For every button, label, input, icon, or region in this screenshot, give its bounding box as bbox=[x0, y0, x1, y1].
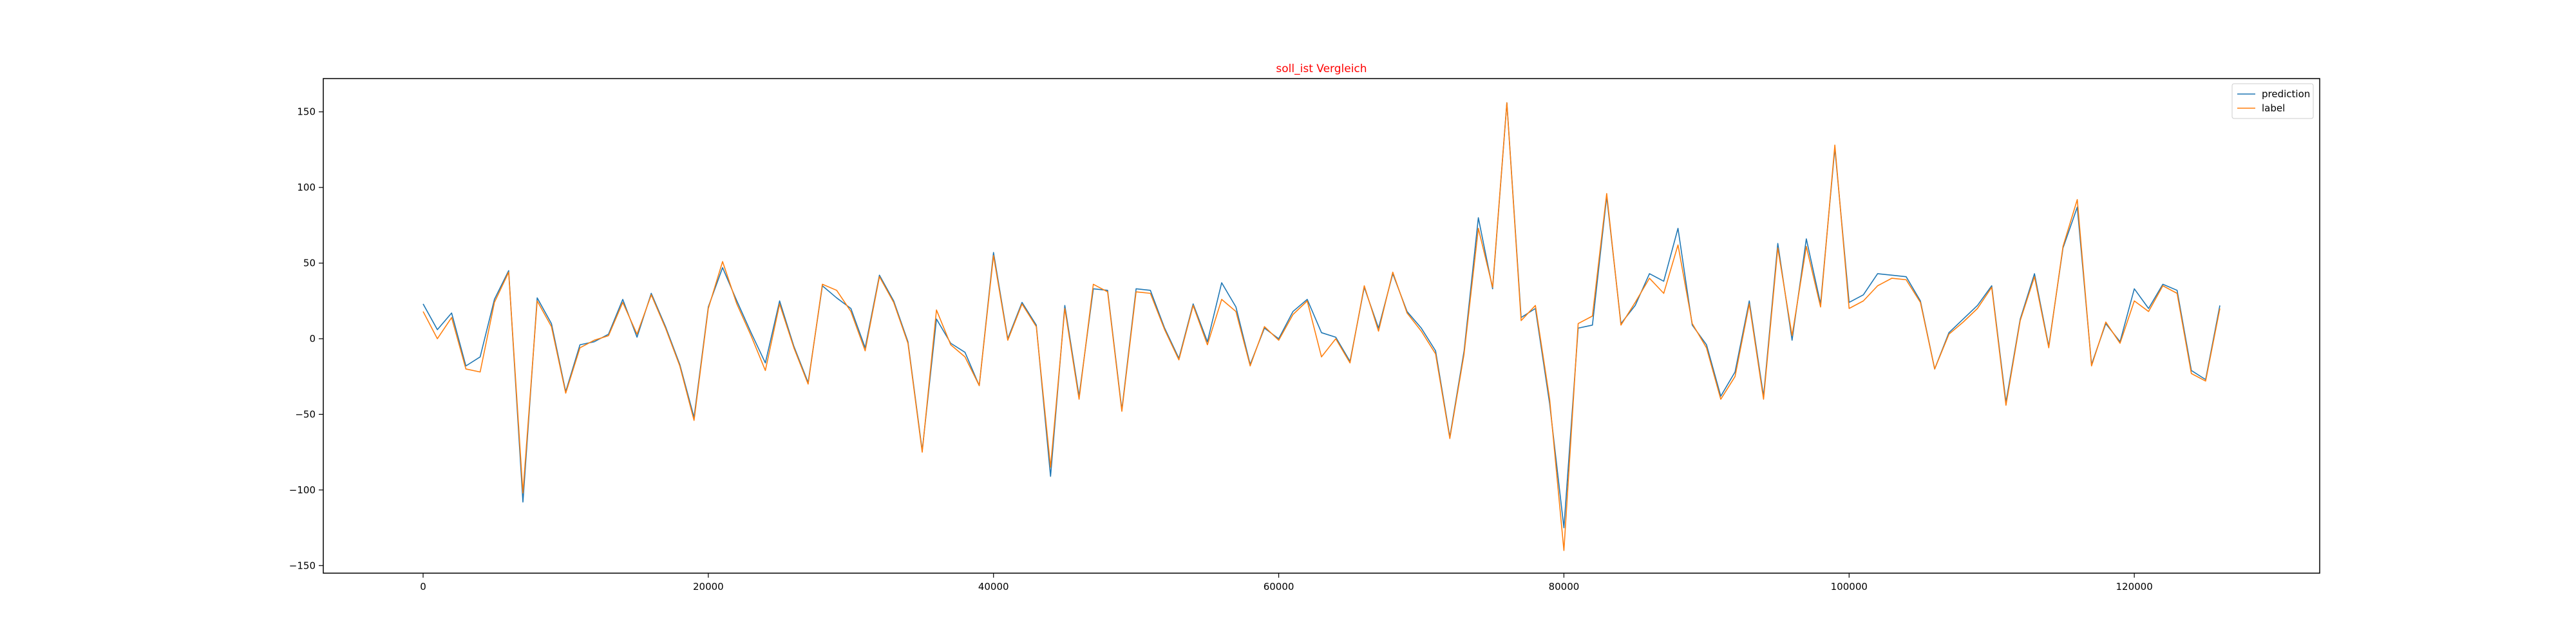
legend-label-label: label bbox=[2262, 102, 2285, 114]
y-tick-label: 100 bbox=[297, 182, 316, 193]
y-axis: −150 −100 −50 0 50 100 150 bbox=[289, 106, 323, 571]
x-tick-label: 100000 bbox=[1831, 581, 1868, 592]
x-axis: 0 20000 40000 60000 80000 100000 120000 bbox=[420, 573, 2153, 592]
y-tick-label: −100 bbox=[289, 484, 316, 496]
x-tick-label: 40000 bbox=[978, 581, 1009, 592]
y-tick-label: −50 bbox=[295, 408, 316, 420]
y-tick-label: −150 bbox=[289, 560, 316, 571]
legend: prediction label bbox=[2231, 83, 2314, 119]
y-tick-label: 150 bbox=[297, 106, 316, 118]
legend-box bbox=[2231, 83, 2314, 119]
y-tick-label: 50 bbox=[303, 258, 316, 269]
x-tick-label: 120000 bbox=[2116, 581, 2153, 592]
x-tick-label: 80000 bbox=[1549, 581, 1580, 592]
legend-label-prediction: prediction bbox=[2262, 88, 2310, 100]
series-lines bbox=[422, 102, 2221, 551]
y-tick-label: 0 bbox=[309, 333, 316, 345]
series-line-label bbox=[422, 102, 2221, 551]
x-tick-label: 0 bbox=[420, 581, 426, 592]
x-tick-label: 60000 bbox=[1264, 581, 1294, 592]
axes-frame bbox=[323, 78, 2320, 574]
plot-area: 0 20000 40000 60000 80000 100000 120000 −150−1… bbox=[289, 78, 2320, 592]
x-tick-label: 20000 bbox=[693, 581, 724, 592]
series-line-prediction bbox=[422, 102, 2221, 529]
chart-title: soll_ist Vergleich bbox=[1276, 62, 1367, 75]
